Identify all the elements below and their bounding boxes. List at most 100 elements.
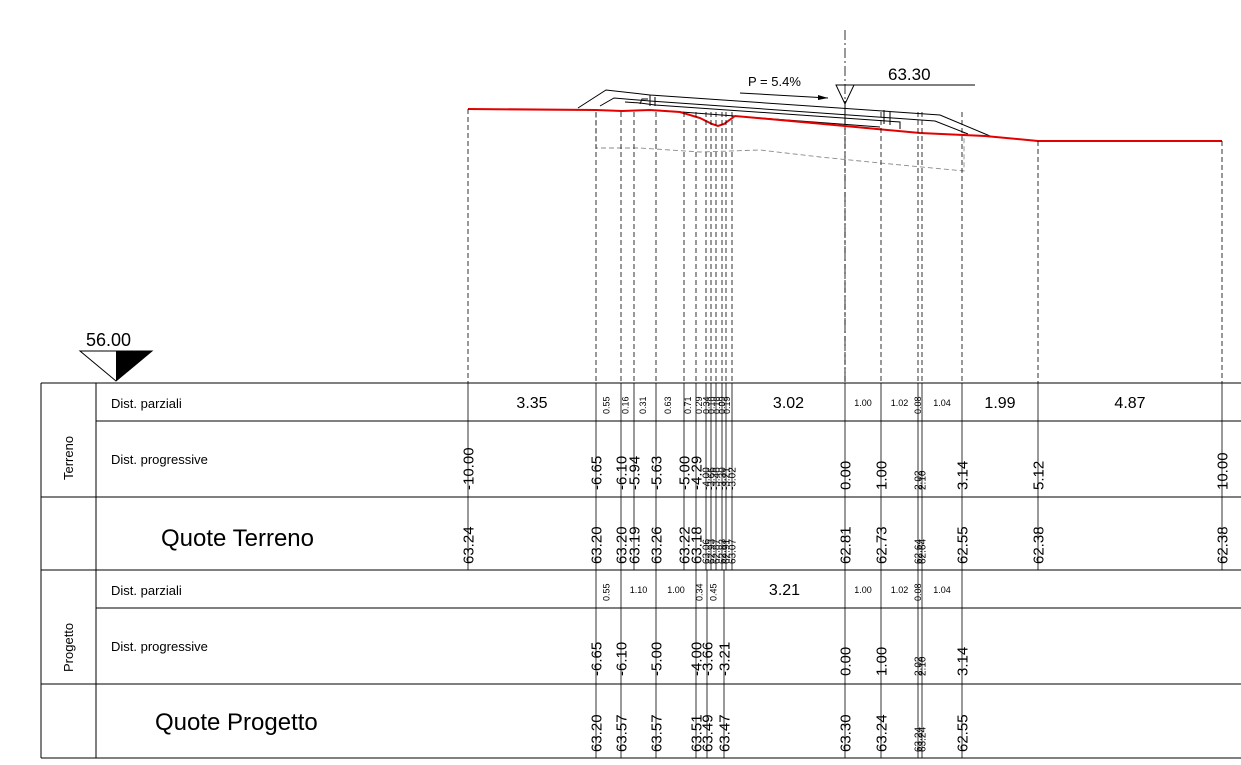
progetto-quote-value: 63.20 xyxy=(588,714,605,752)
terreno-progressive-value: 10.00 xyxy=(1214,452,1231,490)
terreno-partial-value: 0.18 xyxy=(707,396,717,414)
progetto-quote-value: 63.49 xyxy=(699,714,716,752)
terreno-progressive-value: 0.00 xyxy=(837,461,854,490)
row-label-terreno-progressive: Dist. progressive xyxy=(111,452,208,467)
datum-marker: 56.00 xyxy=(78,330,154,382)
terreno-quote-value: 62.73 xyxy=(873,526,890,564)
progetto-progressive-value: -6.10 xyxy=(613,642,630,676)
terreno-partial-value: 0.34 xyxy=(702,396,712,414)
terreno-partial-value: 4.87 xyxy=(1114,395,1145,412)
progetto-quote-value: 63.57 xyxy=(613,714,630,752)
progetto-progressive-value: -6.65 xyxy=(588,642,605,676)
terreno-partial-value: 0.31 xyxy=(638,396,648,414)
terreno-progressive-value: -3.02 xyxy=(728,467,739,490)
terreno-progressive-value: -5.94 xyxy=(626,456,643,490)
slope-annotation: P = 5.4% xyxy=(739,74,829,100)
terreno-partial-value: 0.29 xyxy=(694,396,704,414)
terreno-progressive-value: -5.00 xyxy=(676,456,693,490)
terreno-partial-value: 3.35 xyxy=(516,395,547,412)
progetto-partial-value: 1.02 xyxy=(891,585,909,595)
progetto-progressive-value: 3.14 xyxy=(954,647,971,676)
progetto-partial-value: 0.34 xyxy=(695,583,705,601)
subgrade-outline xyxy=(595,113,965,172)
terreno-quote-value: 62.93 xyxy=(707,539,718,564)
terreno-quote-value: 62.81 xyxy=(837,526,854,564)
terreno-quote-value: 62.87 xyxy=(712,539,723,564)
progetto-partial-value: 0.45 xyxy=(709,583,719,601)
progetto-progressive-value: -5.00 xyxy=(648,642,665,676)
terreno-partial-value: 1.00 xyxy=(854,398,872,408)
progetto-progressive-value: 0.00 xyxy=(837,647,854,676)
row-label-progetto-progressive: Dist. progressive xyxy=(111,639,208,654)
section-title-terreno: Terreno xyxy=(61,436,76,480)
terreno-quote-value: 62.38 xyxy=(1030,526,1047,564)
terreno-quote-value: 62.64 xyxy=(914,539,925,564)
terreno-partial-value: 1.02 xyxy=(891,398,909,408)
datum-label: 56.00 xyxy=(86,330,131,350)
progetto-progressive-value: 2.10 xyxy=(918,656,929,676)
progetto-quote-value: 63.24 xyxy=(918,727,929,752)
terreno-progressive-value: 2.10 xyxy=(918,470,929,490)
progetto-quote-value: 63.47 xyxy=(716,714,733,752)
terreno-partial-value: 3.02 xyxy=(773,395,804,412)
terreno-quote-value: 63.07 xyxy=(728,539,739,564)
terreno-progressive-value: -3.30 xyxy=(718,467,729,490)
terreno-quote-value: 63.06 xyxy=(702,539,713,564)
terreno-partial-value: 0.19 xyxy=(722,396,732,414)
top-level-label: 63.30 xyxy=(888,65,931,84)
terreno-partial-value: 0.09 xyxy=(717,396,727,414)
progetto-quote-value: 63.24 xyxy=(914,727,925,752)
pavement-structure xyxy=(577,89,991,137)
ground-line xyxy=(467,108,1222,142)
terreno-quote-value: 62.83 xyxy=(718,539,729,564)
profile-view: P = 5.4% 63.30 xyxy=(467,30,1223,383)
terreno-quote-value: 63.26 xyxy=(648,526,665,564)
progetto-progressive-value: -3.21 xyxy=(716,642,733,676)
terreno-progressive-value: 5.12 xyxy=(1030,461,1047,490)
terreno-progressive-value: -6.10 xyxy=(613,456,630,490)
progetto-partial-value: 1.00 xyxy=(854,585,872,595)
table-values: -10.00 63.24 -6.65 63.20 -6.10 63.20 -5.94 63.1… xyxy=(460,383,1231,758)
terreno-quote-value: 62.38 xyxy=(1214,526,1231,564)
profile-table xyxy=(40,382,1241,759)
row-label-quote-terreno: Quote Terreno xyxy=(161,525,314,552)
terreno-partial-value: 1.99 xyxy=(984,395,1015,412)
terreno-quote-value: 63.22 xyxy=(676,526,693,564)
progetto-quote-value: 63.24 xyxy=(873,714,890,752)
terreno-quote-value: 63.20 xyxy=(588,526,605,564)
terreno-partial-value: 0.08 xyxy=(913,396,923,414)
terreno-progressive-value: 2.02 xyxy=(914,470,925,490)
progetto-quote-value: 62.55 xyxy=(954,714,971,752)
terreno-partial-value: 0.16 xyxy=(621,396,631,414)
terreno-quote-value: 63.20 xyxy=(613,526,630,564)
terreno-partial-value: 0.55 xyxy=(602,396,612,414)
terreno-progressive-value: -4.29 xyxy=(688,456,705,490)
progetto-quote-value: 63.57 xyxy=(648,714,665,752)
terreno-progressive-value: -6.65 xyxy=(588,456,605,490)
terreno-quote-value: 62.55 xyxy=(954,526,971,564)
terreno-quote-value: 63.19 xyxy=(626,526,643,564)
progetto-partial-value: 0.08 xyxy=(913,583,923,601)
progetto-progressive-value: -3.66 xyxy=(699,642,716,676)
terreno-progressive-value: -3.21 xyxy=(722,467,733,490)
terreno-quote-value: 63.24 xyxy=(460,526,477,564)
terreno-progressive-value: 3.14 xyxy=(954,461,971,490)
progetto-quote-value: 63.30 xyxy=(837,714,854,752)
progetto-progressive-value: -4.00 xyxy=(688,642,705,676)
terreno-quote-value: 62.91 xyxy=(722,539,733,564)
progetto-progressive-value: 2.02 xyxy=(914,656,925,676)
row-label-progetto-parziali: Dist. parziali xyxy=(111,583,182,598)
terreno-progressive-value: -10.00 xyxy=(460,447,477,490)
progetto-partial-value: 1.00 xyxy=(667,585,685,595)
top-level-marker: 63.30 xyxy=(835,65,975,106)
terreno-progressive-value: -5.63 xyxy=(648,456,665,490)
terreno-quote-value: 63.18 xyxy=(688,526,705,564)
terreno-progressive-value: -3.48 xyxy=(712,467,723,490)
terreno-quote-value: 62.64 xyxy=(918,539,929,564)
row-label-terreno-parziali: Dist. parziali xyxy=(111,396,182,411)
progetto-progressive-value: 1.00 xyxy=(873,647,890,676)
progetto-partial-value: 0.55 xyxy=(602,583,612,601)
progetto-partial-value: 1.10 xyxy=(630,585,648,595)
terreno-progressive-value: -4.00 xyxy=(702,467,713,490)
terreno-partial-value: 0.18 xyxy=(712,396,722,414)
